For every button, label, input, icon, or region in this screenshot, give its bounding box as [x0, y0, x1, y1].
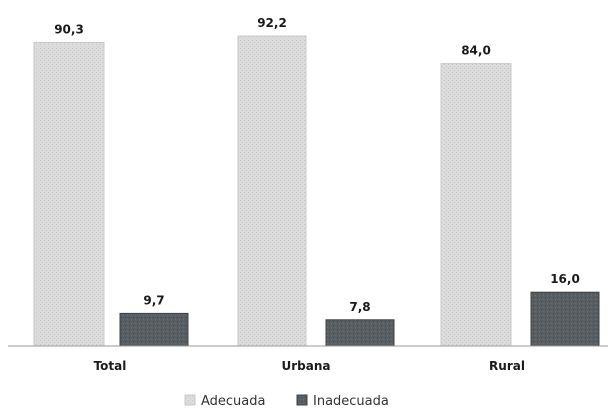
x-tick-label-rural: Rural [489, 359, 525, 373]
legend-label-inadecuada: Inadecuada [313, 394, 389, 408]
legend: Adecuada Inadecuada [184, 394, 389, 408]
value-label-inadecuada-urbana: 7,8 [349, 300, 370, 314]
x-tick-label-total: Total [94, 359, 127, 373]
x-tick-label-urbana: Urbana [282, 359, 331, 373]
x-tick-labels-group: Total Urbana Rural [94, 359, 525, 373]
bar-inadecuada-urbana [325, 319, 395, 347]
value-label-inadecuada-rural: 16,0 [550, 272, 580, 286]
bar-inadecuada-rural [530, 291, 600, 347]
legend-swatch-inadecuada [296, 394, 308, 406]
bars-group [33, 35, 600, 347]
bar-adecuada-rural [440, 63, 512, 347]
value-labels-group: 90,3 9,7 92,2 7,8 84,0 16,0 [54, 16, 580, 314]
value-label-adecuada-rural: 84,0 [461, 44, 491, 58]
bar-adecuada-total [33, 41, 105, 347]
legend-label-adecuada: Adecuada [201, 394, 266, 408]
legend-swatch-adecuada [184, 394, 196, 406]
bar-adecuada-urbana [237, 35, 307, 347]
value-label-adecuada-total: 90,3 [54, 22, 84, 36]
value-label-adecuada-urbana: 92,2 [257, 16, 287, 30]
value-label-inadecuada-total: 9,7 [143, 293, 164, 307]
bar-inadecuada-total [119, 312, 189, 347]
